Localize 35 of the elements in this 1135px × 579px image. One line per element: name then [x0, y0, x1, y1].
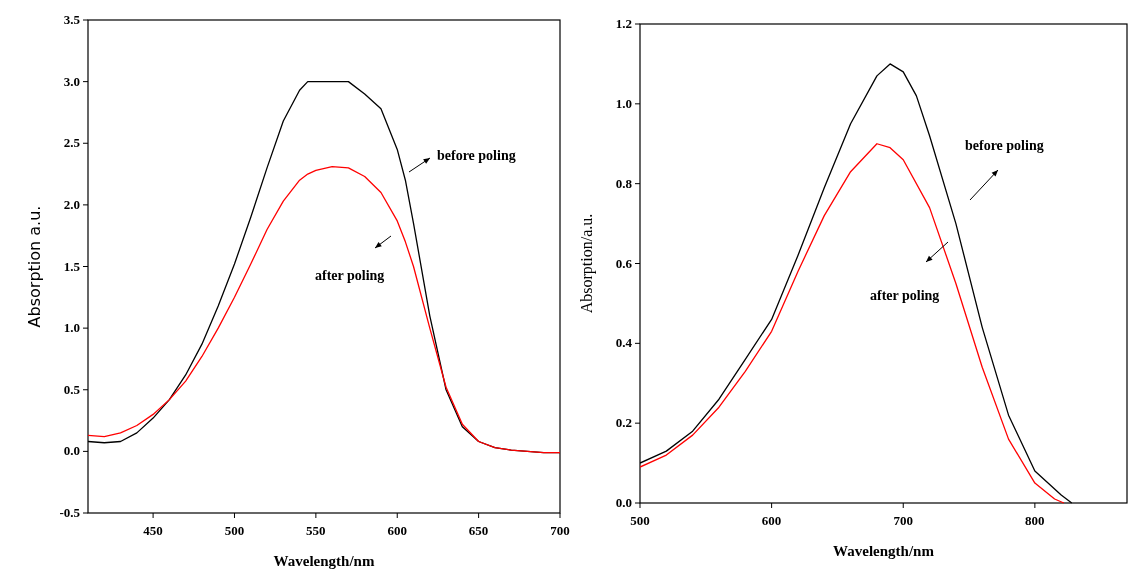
y-tick-label: 0.4	[615, 335, 633, 351]
y-tick-label: 3.5	[63, 12, 81, 27]
x-tick-label: 800	[1025, 513, 1045, 528]
x-tick-label: 600	[761, 513, 782, 528]
x-axis-title: Wavelength/nm	[273, 553, 375, 569]
y-tick-label: 1.0	[63, 320, 80, 336]
y-tick-label: 2.5	[63, 135, 81, 151]
x-tick-label: 600	[387, 523, 407, 538]
x-tick-label: 700	[550, 523, 570, 538]
y-tick-label: 1.5	[63, 258, 81, 274]
y-tick-label: 1.2	[615, 16, 632, 31]
x-tick-label: 700	[893, 513, 913, 528]
x-axis-title: Wavelength/nm	[833, 543, 935, 559]
x-tick-label: 500	[224, 523, 245, 538]
x-tick-label: 450	[143, 523, 163, 538]
y-tick-label: 2.0	[63, 196, 80, 212]
y-tick-label: 0.8	[615, 175, 633, 191]
y-tick-label: -0.5	[59, 505, 81, 520]
y-tick-label: 3.0	[63, 73, 80, 89]
x-tick-label: 550	[306, 523, 326, 538]
y-tick-label: 0.0	[615, 495, 632, 510]
y-tick-label: 1.0	[615, 95, 632, 111]
x-tick-label: 500	[630, 513, 650, 528]
annotation: before poling	[437, 148, 516, 163]
annotation: after poling	[870, 288, 940, 303]
y-tick-label: 0.5	[63, 381, 81, 397]
annotation: after poling	[315, 268, 385, 283]
y-tick-label: 0.2	[615, 415, 632, 431]
y-tick-label: 0.6	[615, 255, 633, 271]
x-tick-label: 650	[468, 523, 489, 538]
line-series	[88, 166, 560, 454]
annotation: before poling	[965, 138, 1044, 153]
y-axis-title: Absorption a.u.	[25, 205, 44, 328]
y-axis-title: Absorption/a.u.	[578, 213, 596, 314]
y-tick-label: 0.0	[63, 443, 80, 459]
